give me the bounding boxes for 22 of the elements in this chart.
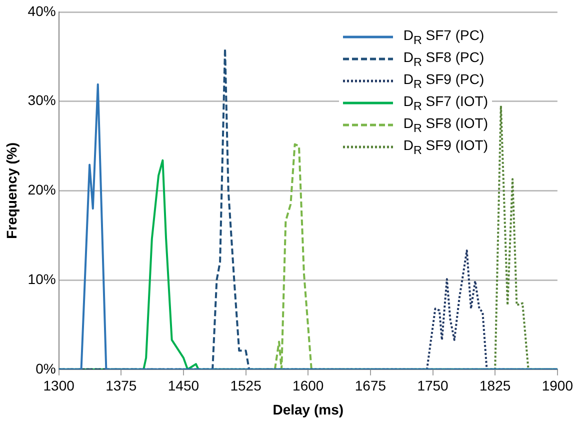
- y-tick-label: 30%: [28, 92, 56, 108]
- legend-label: D$_{R}$ SF9 (PC): [403, 71, 484, 91]
- x-tick-label: 1825: [480, 378, 511, 394]
- legend-label: D$_{R}$ SF8 (PC): [403, 49, 484, 69]
- x-tick-label: 1750: [417, 378, 449, 394]
- y-axis-title: Frequency (%): [3, 142, 20, 239]
- legend-label: D$_{R}$ SF8 (IOT): [403, 115, 488, 135]
- x-tick-label: 1300: [43, 378, 75, 394]
- x-tick-label: 1525: [230, 378, 262, 394]
- y-tick-label: 40%: [28, 2, 56, 19]
- y-tick-label: 20%: [28, 182, 56, 198]
- legend-label: D$_{R}$ SF7 (IOT): [403, 93, 488, 113]
- x-tick-label: 1375: [106, 378, 137, 394]
- x-tick-label: 1900: [542, 378, 574, 394]
- legend-label: D$_{R}$ SF9 (IOT): [403, 137, 488, 157]
- x-tick-label: 1450: [168, 378, 200, 394]
- y-tick-label: 10%: [28, 270, 56, 287]
- y-tick-label: 0%: [36, 360, 56, 376]
- x-tick-label: 1600: [292, 378, 324, 394]
- x-tick-label: 1675: [354, 378, 386, 394]
- legend-label: D$_{R}$ SF7 (PC): [403, 27, 484, 47]
- x-axis-title: Delay (ms): [272, 401, 344, 418]
